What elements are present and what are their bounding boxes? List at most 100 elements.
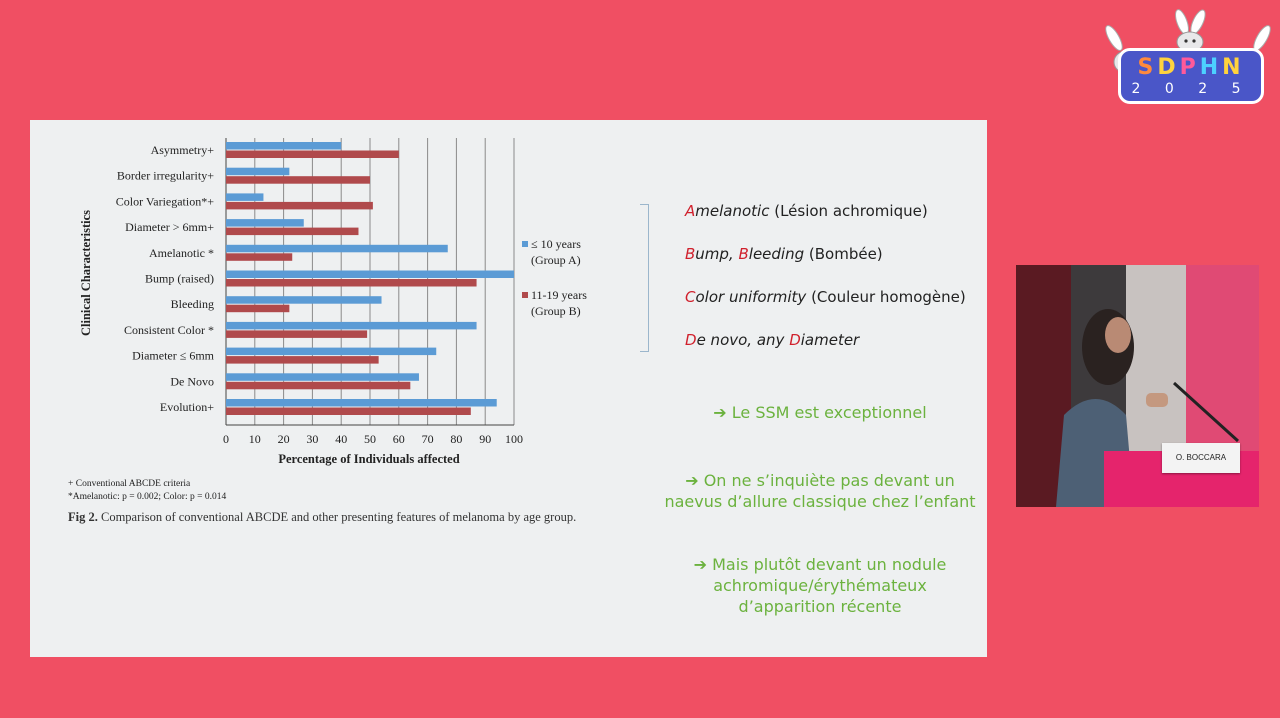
- logo-year: 2 0 2 5: [1131, 81, 1251, 97]
- bar-group-b: [226, 304, 290, 313]
- criteria-initial: D: [789, 331, 801, 349]
- x-tick-label: 20: [278, 432, 290, 446]
- y-axis-label: Clinical Characteristics: [79, 210, 93, 336]
- criteria-text: (Lésion achromique): [769, 202, 928, 220]
- bar-group-a: [226, 321, 477, 330]
- logo-letter: N: [1222, 55, 1245, 80]
- y-category-label: Border irregularity+: [117, 169, 214, 183]
- speaker-video: O. BOCCARA: [1016, 265, 1259, 507]
- figure-caption-text: Comparison of conventional ABCDE and oth…: [100, 510, 577, 524]
- bar-group-b: [226, 330, 368, 338]
- criteria-text: leeding: [748, 245, 805, 263]
- criteria-initial: B: [738, 245, 749, 263]
- bar-group-b: [226, 176, 370, 184]
- figure-caption: Fig 2. Comparison of conventional ABCDE …: [68, 509, 628, 525]
- bar-group-a: [226, 373, 419, 381]
- x-axis-label: Percentage of Individuals affected: [278, 452, 459, 466]
- presentation-slide: Clinical Characteristics Percentage of I…: [30, 120, 987, 657]
- bar-group-a: [226, 399, 497, 407]
- criteria-initial: A: [685, 202, 696, 220]
- bar-group-b: [226, 227, 359, 236]
- conclusion-item: ➔ Mais plutôt devant un nodule achromique…: [650, 554, 990, 617]
- legend-swatch: [522, 292, 528, 298]
- conclusion-line: achromique/érythémateux: [650, 575, 990, 596]
- arrow-right-icon: ➔: [713, 403, 727, 422]
- y-category-label: Diameter ≤ 6mm: [132, 349, 215, 363]
- criteria-list: Amelanotic (Lésion achromique) Bump, Blee…: [685, 200, 966, 372]
- bunny-top-icon: [1175, 9, 1206, 52]
- bar-group-b: [226, 279, 477, 287]
- y-category-label: Evolution+: [160, 400, 214, 414]
- conclusion-line: naevus d’allure classique chez l’enfant: [650, 491, 990, 512]
- conclusion-line: ➔ Mais plutôt devant un nodule: [650, 554, 990, 575]
- bar-group-a: [226, 142, 342, 150]
- bar-group-a: [226, 296, 382, 304]
- x-tick-label: 90: [479, 432, 491, 446]
- x-tick-label: 0: [223, 432, 229, 446]
- logo-letter: H: [1199, 55, 1223, 80]
- x-tick-label: 80: [450, 432, 462, 446]
- bar-group-b: [226, 356, 379, 364]
- criteria-text: iameter: [800, 331, 860, 349]
- bar-group-b: [226, 407, 471, 415]
- criteria-text: melanotic: [695, 202, 770, 220]
- y-category-label: Asymmetry+: [151, 143, 215, 157]
- bar-group-b: [226, 150, 399, 158]
- bar-group-b: [226, 381, 411, 390]
- criteria-item: Bump, Bleeding (Bombée): [685, 243, 966, 286]
- conclusion-line: d’apparition récente: [650, 596, 990, 617]
- x-tick-label: 100: [505, 432, 523, 446]
- x-tick-label: 70: [422, 432, 434, 446]
- footnote: + Conventional ABCDE criteria: [68, 479, 191, 489]
- conclusion-text: Le SSM est exceptionnel: [731, 403, 927, 422]
- legend-label: (Group B): [531, 304, 581, 318]
- legend-swatch: [522, 241, 528, 247]
- criteria-initial: B: [685, 245, 696, 263]
- bar-group-a: [226, 219, 304, 227]
- y-category-label: Color Variegation*+: [116, 194, 214, 208]
- y-category-label: Diameter > 6mm+: [125, 220, 214, 234]
- criteria-bracket: [640, 204, 649, 352]
- conference-logo: SDPHN 2 0 2 5: [1100, 8, 1276, 104]
- conclusion-line: ➔ Le SSM est exceptionnel: [650, 402, 990, 423]
- bar-group-a: [226, 193, 264, 201]
- bar-chart: Clinical Characteristics Percentage of I…: [79, 138, 587, 466]
- y-category-label: Consistent Color *: [124, 323, 214, 337]
- x-tick-label: 50: [364, 432, 376, 446]
- y-category-label: Bump (raised): [145, 272, 214, 286]
- chart-footnotes: + Conventional ABCDE criteria *Amelanoti…: [68, 478, 226, 504]
- y-category-label: Amelanotic *: [149, 246, 214, 260]
- bar-group-b: [226, 201, 373, 210]
- criteria-item: Amelanotic (Lésion achromique): [685, 200, 966, 243]
- criteria-initial: C: [685, 288, 696, 306]
- legend-label: ≤ 10 years: [531, 237, 581, 251]
- conclusion-item: ➔ On ne s’inquiète pas devant un naevus d…: [650, 470, 990, 512]
- x-tick-label: 60: [393, 432, 405, 446]
- conclusion-line: ➔ On ne s’inquiète pas devant un: [650, 470, 990, 491]
- y-category-label: De Novo: [170, 374, 214, 388]
- criteria-initial: D: [685, 331, 697, 349]
- speaker-nameplate: O. BOCCARA: [1162, 443, 1240, 473]
- conclusion-item: ➔ Le SSM est exceptionnel: [650, 402, 990, 423]
- conclusion-text: naevus d’allure classique chez l’enfant: [664, 492, 976, 511]
- conclusion-text: achromique/érythémateux: [713, 576, 927, 595]
- legend-label: 11-19 years: [531, 288, 587, 302]
- arrow-right-icon: ➔: [693, 555, 707, 574]
- bar-group-b: [226, 253, 293, 261]
- logo-badge: SDPHN 2 0 2 5: [1118, 48, 1264, 104]
- x-tick-label: 40: [335, 432, 347, 446]
- logo-letter: D: [1157, 55, 1180, 80]
- logo-letter: P: [1179, 55, 1200, 80]
- figure-caption-label: Fig 2.: [68, 510, 98, 524]
- bar-group-a: [226, 244, 448, 253]
- conclusion-text: Mais plutôt devant un nodule: [712, 555, 947, 574]
- logo-letters: SDPHN: [1121, 55, 1261, 80]
- criteria-text: ump,: [695, 245, 739, 263]
- criteria-text: e novo, any: [696, 331, 790, 349]
- arrow-right-icon: ➔: [685, 471, 699, 490]
- criteria-item: Color uniformity (Couleur homogène): [685, 286, 966, 329]
- criteria-item: De novo, any Diameter: [685, 329, 966, 372]
- criteria-text: olor uniformity: [695, 288, 807, 306]
- x-tick-label: 30: [306, 432, 318, 446]
- conclusion-text: On ne s’inquiète pas devant un: [703, 471, 955, 490]
